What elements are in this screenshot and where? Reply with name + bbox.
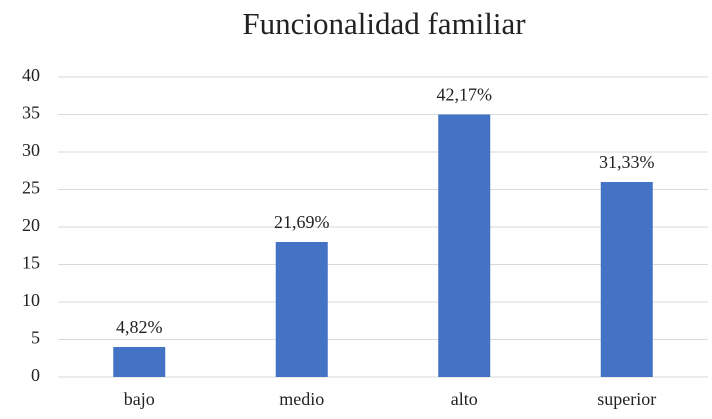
- y-tick-label: 0: [31, 365, 40, 385]
- y-tick-label: 15: [22, 253, 40, 273]
- x-tick-label: alto: [451, 389, 478, 409]
- y-tick-label: 35: [22, 103, 40, 123]
- bar: [438, 114, 491, 377]
- y-tick-label: 10: [22, 290, 40, 310]
- x-tick-label: superior: [597, 389, 656, 409]
- data-label: 31,33%: [599, 152, 655, 172]
- chart-title: Funcionalidad familiar: [242, 6, 526, 41]
- x-tick-label: medio: [279, 389, 324, 409]
- y-tick-label: 5: [31, 328, 40, 348]
- data-label: 4,82%: [116, 317, 163, 337]
- y-tick-label: 20: [22, 215, 40, 235]
- data-label: 21,69%: [274, 212, 330, 232]
- bar: [113, 347, 166, 377]
- data-label: 42,17%: [437, 85, 493, 105]
- x-tick-label: bajo: [124, 389, 155, 409]
- y-tick-label: 25: [22, 178, 40, 198]
- y-tick-label: 40: [22, 65, 40, 85]
- bar: [275, 242, 328, 377]
- bar: [600, 182, 653, 377]
- y-tick-label: 30: [22, 140, 40, 160]
